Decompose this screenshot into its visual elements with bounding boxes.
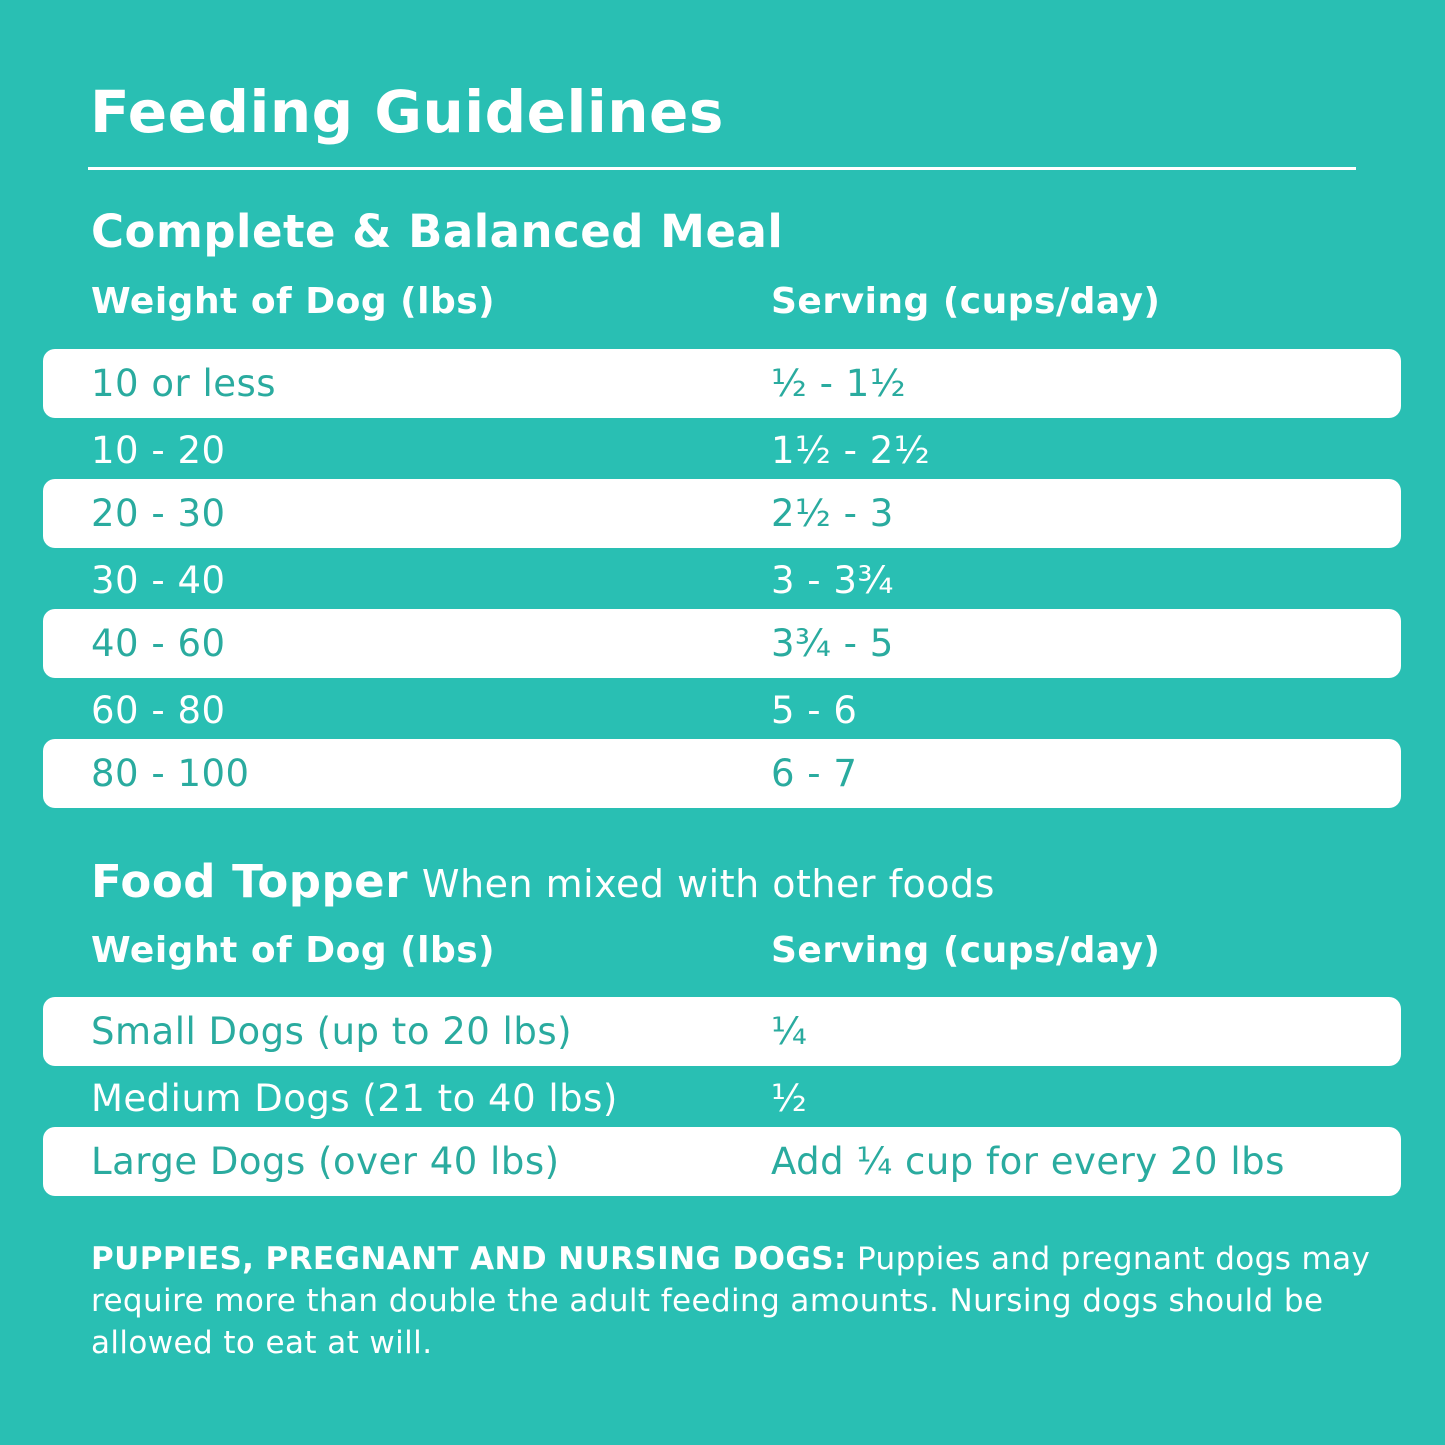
topper-col-serving-header: Serving (cups/day) bbox=[771, 930, 1161, 971]
weight-cell: 40 - 60 bbox=[91, 622, 226, 665]
puppies-note: PUPPIES, PREGNANT AND NURSING DOGS: Pupp… bbox=[91, 1238, 1371, 1364]
weight-cell: Medium Dogs (21 to 40 lbs) bbox=[91, 1077, 618, 1120]
page-title: Feeding Guidelines bbox=[90, 78, 724, 146]
complete-table-row: 60 - 80 5 - 6 bbox=[43, 676, 1401, 741]
note-text: Puppies and pregnant dogs may require mo… bbox=[91, 1241, 1371, 1361]
weight-cell: 20 - 30 bbox=[91, 492, 226, 535]
complete-meal-heading-text: Complete & Balanced Meal bbox=[91, 205, 784, 258]
food-topper-heading: Food Topper When mixed with other foods bbox=[91, 855, 995, 908]
serving-cell: 5 - 6 bbox=[771, 689, 858, 732]
topper-table-row: Small Dogs (up to 20 lbs) ¼ bbox=[43, 997, 1401, 1066]
food-topper-subheading: When mixed with other foods bbox=[421, 862, 995, 906]
serving-cell: ½ - 1½ bbox=[771, 362, 907, 405]
serving-cell: 1½ - 2½ bbox=[771, 429, 931, 472]
serving-cell: ½ bbox=[771, 1077, 808, 1120]
complete-table-row: 40 - 60 3¾ - 5 bbox=[43, 609, 1401, 678]
food-topper-heading-text: Food Topper bbox=[91, 855, 408, 908]
complete-meal-heading: Complete & Balanced Meal bbox=[91, 205, 783, 258]
serving-cell: 2½ - 3 bbox=[771, 492, 894, 535]
topper-table-row: Large Dogs (over 40 lbs) Add ¼ cup for ev… bbox=[43, 1127, 1401, 1196]
complete-table-row: 20 - 30 2½ - 3 bbox=[43, 479, 1401, 548]
title-divider bbox=[88, 167, 1356, 170]
serving-cell: Add ¼ cup for every 20 lbs bbox=[771, 1140, 1285, 1183]
serving-cell: 3¾ - 5 bbox=[771, 622, 894, 665]
topper-col-weight-header: Weight of Dog (lbs) bbox=[91, 930, 496, 971]
complete-table-row: 10 - 20 1½ - 2½ bbox=[43, 416, 1401, 481]
complete-col-weight-header: Weight of Dog (lbs) bbox=[91, 281, 496, 322]
weight-cell: 10 - 20 bbox=[91, 429, 226, 472]
serving-cell: 3 - 3¾ bbox=[771, 559, 894, 602]
serving-cell: 6 - 7 bbox=[771, 752, 858, 795]
weight-cell: 60 - 80 bbox=[91, 689, 226, 732]
serving-cell: ¼ bbox=[771, 1010, 808, 1053]
complete-table-row: 80 - 100 6 - 7 bbox=[43, 739, 1401, 808]
weight-cell: Small Dogs (up to 20 lbs) bbox=[91, 1010, 573, 1053]
weight-cell: 10 or less bbox=[91, 362, 277, 405]
weight-cell: 80 - 100 bbox=[91, 752, 250, 795]
complete-col-serving-header: Serving (cups/day) bbox=[771, 281, 1161, 322]
note-label: PUPPIES, PREGNANT AND NURSING DOGS: bbox=[91, 1241, 847, 1277]
topper-table-row: Medium Dogs (21 to 40 lbs) ½ bbox=[43, 1064, 1401, 1129]
complete-table-row: 30 - 40 3 - 3¾ bbox=[43, 546, 1401, 611]
weight-cell: 30 - 40 bbox=[91, 559, 226, 602]
weight-cell: Large Dogs (over 40 lbs) bbox=[91, 1140, 560, 1183]
complete-table-row: 10 or less ½ - 1½ bbox=[43, 349, 1401, 418]
